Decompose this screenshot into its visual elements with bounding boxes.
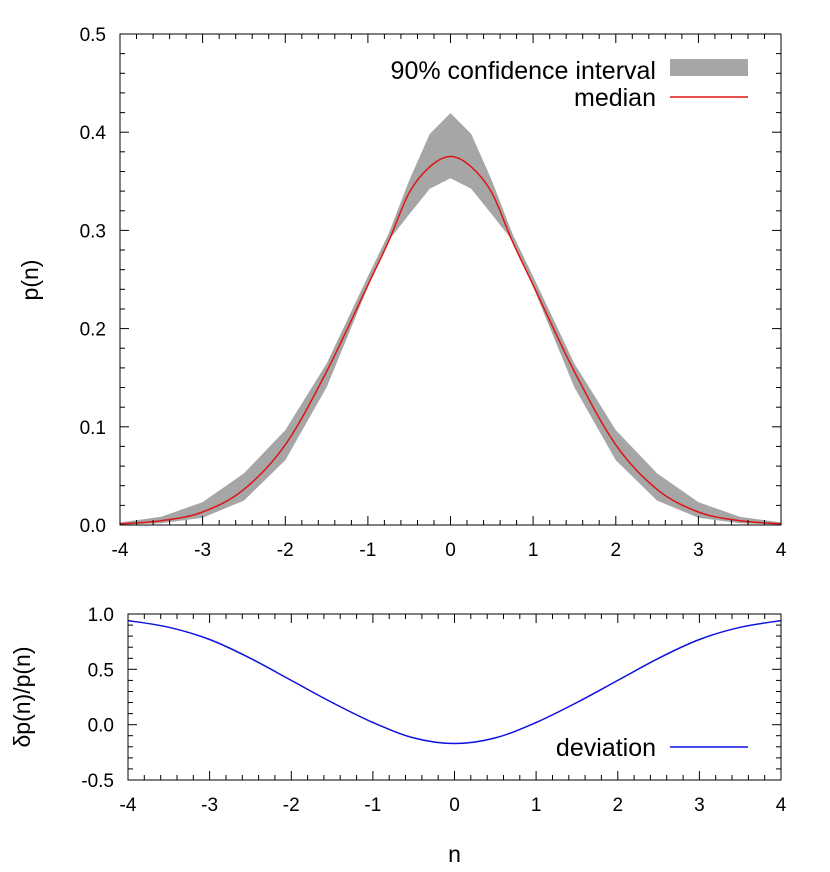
x-tick-label: 3 bbox=[693, 540, 704, 561]
x-tick-label: -1 bbox=[359, 540, 376, 561]
y-tick-label: 0.5 bbox=[88, 660, 114, 681]
x-tick-label: -2 bbox=[277, 540, 294, 561]
deviation-plot: -4 -3 -2 -1 0 1 2 3 4 -0.5 0.0 0.5 1.0 δp(n)/p(n) n dev… bbox=[9, 605, 787, 867]
x-tick-label: 2 bbox=[610, 540, 621, 561]
median-line bbox=[120, 155, 781, 525]
plot-area bbox=[128, 619, 781, 745]
legend-label-deviation: deviation bbox=[556, 734, 656, 762]
x-tick-label: -1 bbox=[364, 795, 381, 816]
y-tick-label: 0.1 bbox=[80, 418, 106, 439]
deviation-line bbox=[128, 619, 781, 745]
x-tick-label: -4 bbox=[112, 540, 129, 561]
x-tick-label: 1 bbox=[531, 795, 542, 816]
confidence-band bbox=[120, 113, 781, 525]
y-tick-label: -0.5 bbox=[81, 771, 114, 792]
y-axis-label: p(n) bbox=[17, 260, 43, 301]
x-tick-label: 0 bbox=[449, 795, 460, 816]
y-tick-label: 0.3 bbox=[80, 221, 106, 242]
legend-label-confidence: 90% confidence interval bbox=[391, 57, 656, 85]
legend-label-median: median bbox=[574, 84, 656, 112]
legend-swatch-confidence bbox=[670, 59, 748, 76]
x-tick-label: 0 bbox=[445, 540, 456, 561]
y-tick-label: 0.0 bbox=[80, 516, 106, 537]
x-tick-label: 1 bbox=[528, 540, 539, 561]
plot-frame bbox=[119, 33, 782, 526]
x-tick-label: -4 bbox=[120, 795, 137, 816]
plot-frame bbox=[127, 613, 782, 781]
y-tick-label: 0.0 bbox=[88, 716, 114, 737]
x-tick-label: 2 bbox=[612, 795, 623, 816]
x-tick-label: -3 bbox=[201, 795, 218, 816]
distribution-plot: -4 -3 -2 -1 0 1 2 3 4 0.0 0.1 0.2 0.3 0.4 0.5 p(n) 90% c… bbox=[17, 25, 787, 561]
y-tick-label: 0.2 bbox=[80, 320, 106, 341]
y-tick-label: 1.0 bbox=[88, 605, 114, 626]
x-tick-label: -3 bbox=[194, 540, 211, 561]
x-tick-label: -2 bbox=[283, 795, 300, 816]
x-axis-label: n bbox=[448, 841, 461, 867]
x-tick-label: 4 bbox=[776, 540, 787, 561]
y-axis-label: δp(n)/p(n) bbox=[9, 647, 35, 748]
y-tick-label: 0.4 bbox=[80, 123, 107, 144]
plot-area bbox=[120, 113, 781, 525]
y-tick-label: 0.5 bbox=[80, 25, 106, 46]
x-tick-label: 3 bbox=[694, 795, 705, 816]
x-tick-label: 4 bbox=[776, 795, 787, 816]
